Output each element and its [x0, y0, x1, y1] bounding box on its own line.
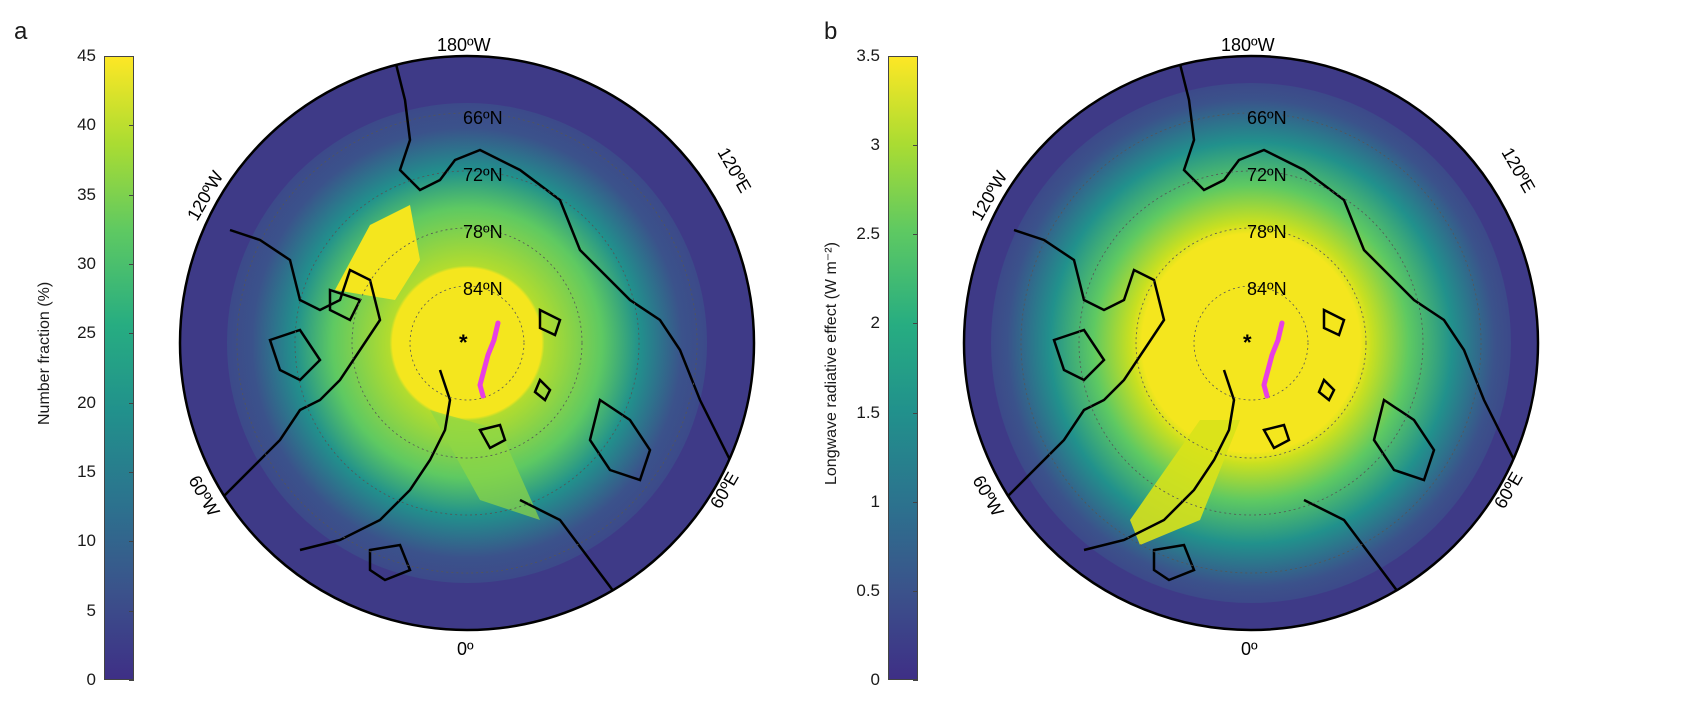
- colorbar-a: [104, 56, 134, 680]
- lat-label-b-66: 66ºN: [1247, 108, 1287, 128]
- colorbar-tick-label: 1.5: [856, 402, 880, 422]
- colorbar-tick-mark: [129, 610, 134, 612]
- lat-label-b-84: 84ºN: [1247, 279, 1287, 299]
- colorbar-tick-mark: [129, 264, 134, 265]
- colorbar-tick-mark: [913, 56, 918, 57]
- colorbar-tick-label: 2.5: [856, 224, 880, 244]
- high-fraction-patch: [335, 205, 420, 300]
- lon-label-b-upper-right: 120ºE: [1498, 144, 1540, 196]
- colorbar-tick-label: 25: [77, 323, 96, 343]
- colorbar-tick-label: 30: [77, 254, 96, 273]
- pole-marker-a: *: [459, 330, 468, 355]
- colorbar-tick-label: 35: [77, 184, 96, 204]
- drift-track-b: [1261, 320, 1285, 399]
- lon-label-a-upper-right: 120ºE: [714, 144, 756, 196]
- map-a-field: [180, 56, 754, 630]
- coastlines-b: [1003, 59, 1526, 622]
- colorbar-tick-label: 40: [77, 115, 96, 135]
- panel-letter-a: a: [14, 18, 28, 45]
- lat-label-b-78: 78ºN: [1247, 222, 1287, 242]
- lon-label-b-top: 180ºW: [1221, 35, 1275, 55]
- colorbar-tick-mark: [129, 541, 134, 543]
- high-lre-patch: [1130, 420, 1240, 545]
- colorbar-tick-mark: [913, 145, 918, 147]
- colorbar-tick-mark: [129, 472, 134, 473]
- lon-label-a-bottom: 0º: [457, 639, 474, 659]
- colorbar-tick-label: 0: [86, 670, 96, 689]
- mid-fraction-patch: [430, 410, 540, 520]
- graticule-a: [236, 112, 698, 574]
- map-b-field: [964, 56, 1538, 630]
- colorbar-b: [888, 56, 918, 680]
- lat-label-a-72: 72ºN: [463, 165, 503, 185]
- colorbar-tick-label: 3.5: [856, 46, 880, 65]
- colorbar-tick-mark: [913, 680, 918, 681]
- drift-track-a: [477, 320, 501, 399]
- panel-letter-b: b: [824, 18, 838, 45]
- lat-label-a-84: 84ºN: [463, 279, 503, 299]
- colorbar-tick-mark: [129, 194, 134, 196]
- colorbar-tick-mark: [913, 501, 918, 503]
- colorbar-tick-mark: [913, 412, 918, 414]
- colorbar-tick-mark: [913, 234, 918, 236]
- colorbar-tick-label: 15: [77, 462, 96, 481]
- colorbar-tick-label: 1: [870, 491, 880, 511]
- colorbar-tick-mark: [913, 323, 918, 325]
- colorbar-tick-mark: [129, 680, 134, 681]
- map-b-frame: [962, 54, 1540, 632]
- colorbar-tick-label: 5: [86, 600, 96, 620]
- lat-label-a-66: 66ºN: [463, 108, 503, 128]
- colorbar-tick-label: 20: [77, 392, 96, 412]
- colorbar-tick-mark: [129, 125, 134, 127]
- colorbar-tick-label: 0: [870, 670, 880, 689]
- colorbar-tick-mark: [913, 590, 918, 592]
- graticule-b: [1020, 112, 1482, 574]
- colorbar-tick-mark: [129, 56, 134, 57]
- lon-label-a-top: 180ºW: [437, 35, 491, 55]
- colorbar-tick-label: 10: [77, 531, 96, 551]
- lat-label-a-78: 78ºN: [463, 222, 503, 242]
- map-a-frame: [178, 54, 756, 632]
- pole-marker-b: *: [1243, 330, 1252, 355]
- colorbar-tick-label: 2: [870, 313, 880, 333]
- colorbar-tick-mark: [129, 333, 134, 335]
- lon-label-b-bottom: 0º: [1241, 639, 1258, 659]
- lat-label-b-72: 72ºN: [1247, 165, 1287, 185]
- colorbar-tick-mark: [129, 402, 134, 404]
- colorbar-tick-label: 0.5: [856, 580, 880, 600]
- colorbar-tick-label: 3: [870, 135, 880, 155]
- colorbar-tick-label: 45: [77, 46, 96, 65]
